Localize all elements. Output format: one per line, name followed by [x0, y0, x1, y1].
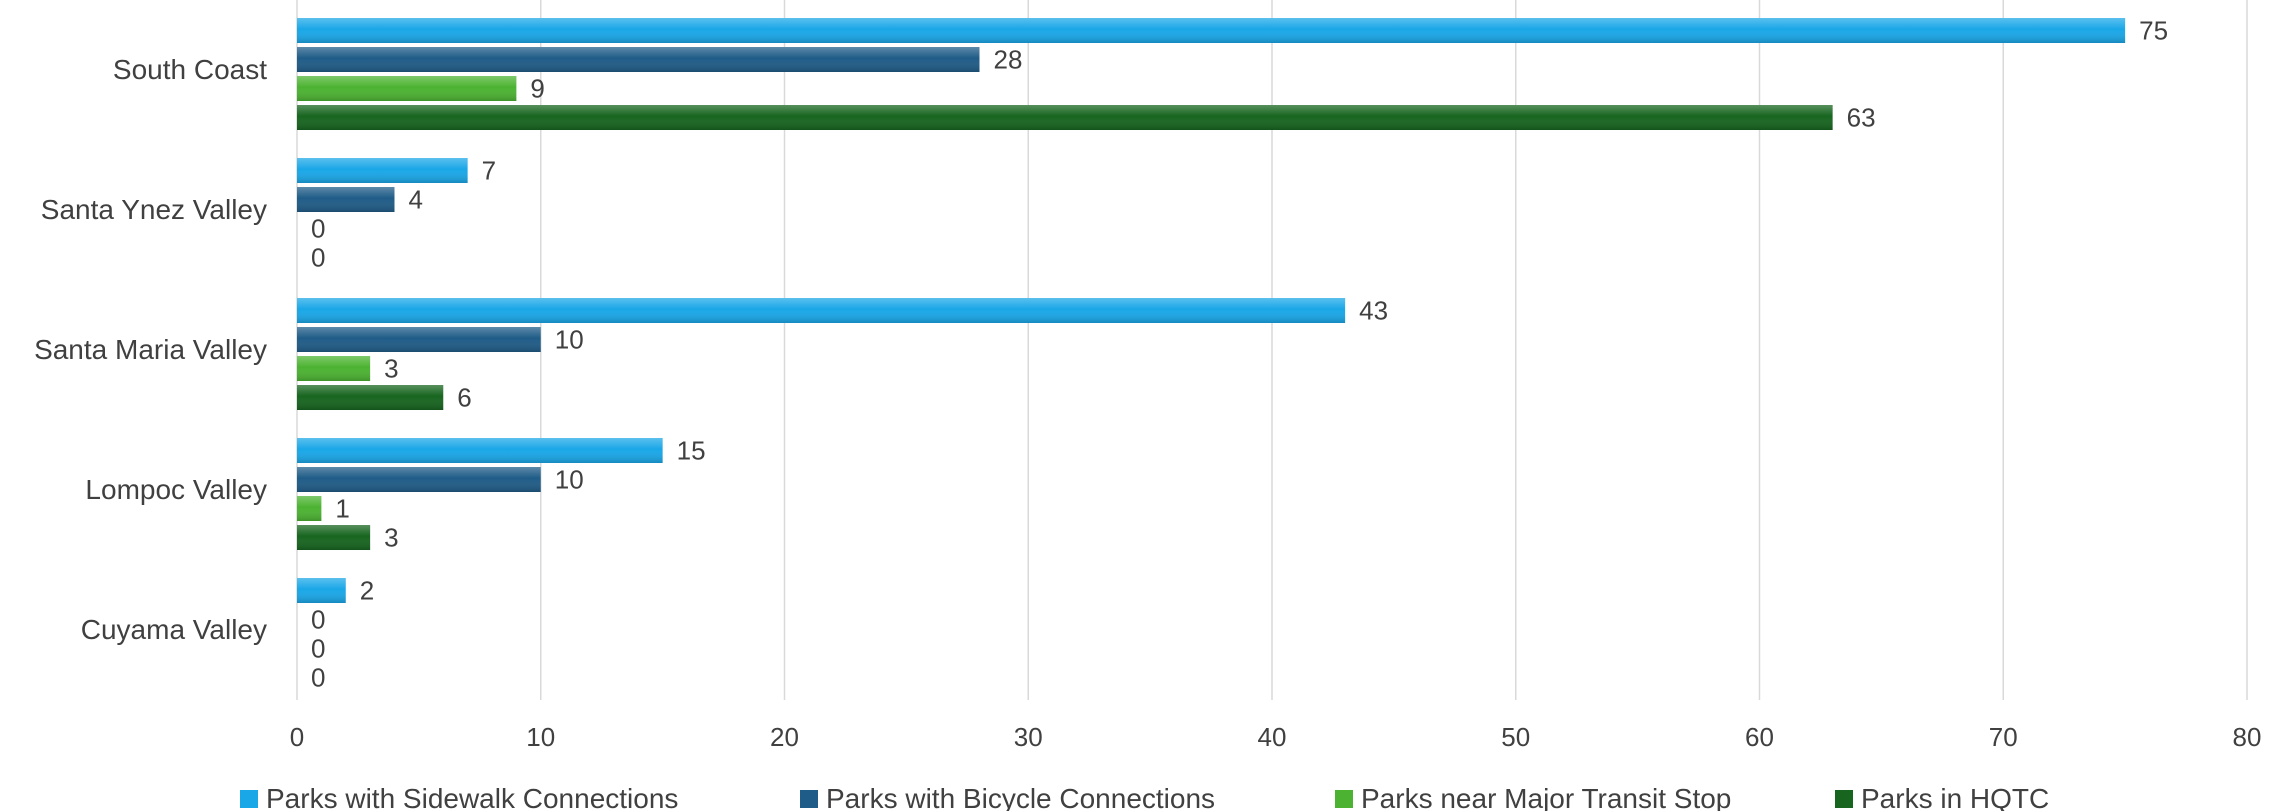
category-label-lompoc-valley: Lompoc Valley	[85, 474, 267, 505]
bar-santa-ynez-valley-parks-with-bicycle-connections	[297, 187, 395, 212]
bar-south-coast-parks-in-hqtc	[297, 105, 1833, 130]
data-label-cuyama-valley-parks-with-sidewalk-connections: 2	[360, 576, 374, 606]
x-tick-label-10: 10	[526, 722, 555, 752]
data-label-lompoc-valley-parks-near-major-transit-stop: 1	[335, 494, 349, 524]
legend: Parks with Sidewalk Connections Parks wit…	[240, 783, 2049, 811]
data-label-lompoc-valley-parks-with-bicycle-connections: 10	[555, 465, 584, 495]
data-label-santa-ynez-valley-parks-with-bicycle-connections: 4	[409, 185, 423, 215]
bar-lompoc-valley-parks-with-bicycle-connections	[297, 467, 541, 492]
value-axis: 0 10 20 30 40 50 60 70 80	[290, 722, 2262, 752]
x-tick-label-60: 60	[1745, 722, 1774, 752]
x-tick-label-70: 70	[1989, 722, 2018, 752]
x-tick-label-80: 80	[2233, 722, 2262, 752]
data-label-cuyama-valley-parks-with-bicycle-connections: 0	[311, 605, 325, 635]
bar-santa-maria-valley-parks-with-sidewalk-connections	[297, 298, 1346, 323]
legend-label: Parks in HQTC	[1861, 783, 2049, 811]
bar-santa-maria-valley-parks-near-major-transit-stop	[297, 356, 371, 381]
legend-item-parks-with-bicycle-connections: Parks with Bicycle Connections	[800, 783, 1215, 811]
data-label-lompoc-valley-parks-with-sidewalk-connections: 15	[677, 436, 706, 466]
legend-swatch	[240, 790, 258, 808]
x-tick-label-50: 50	[1501, 722, 1530, 752]
legend-item-parks-near-major-transit-stop: Parks near Major Transit Stop	[1335, 783, 1731, 811]
bar-cuyama-valley-parks-with-sidewalk-connections	[297, 578, 346, 603]
legend-item-parks-in-hqtc: Parks in HQTC	[1835, 783, 2049, 811]
category-axis: South Coast Santa Ynez Valley Santa Maria …	[34, 54, 267, 645]
legend-swatch	[1835, 790, 1853, 808]
data-label-cuyama-valley-parks-in-hqtc: 0	[311, 663, 325, 693]
bar-lompoc-valley-parks-in-hqtc	[297, 525, 371, 550]
bar-santa-maria-valley-parks-with-bicycle-connections	[297, 327, 541, 352]
data-label-south-coast-parks-with-bicycle-connections: 28	[994, 45, 1023, 75]
legend-label: Parks with Sidewalk Connections	[266, 783, 678, 811]
bar-lompoc-valley-parks-with-sidewalk-connections	[297, 438, 663, 463]
x-tick-label-0: 0	[290, 722, 304, 752]
data-label-south-coast-parks-with-sidewalk-connections: 75	[2139, 16, 2168, 46]
category-label-cuyama-valley: Cuyama Valley	[81, 614, 267, 645]
bar-south-coast-parks-near-major-transit-stop	[297, 76, 517, 101]
data-label-south-coast-parks-in-hqtc: 63	[1847, 103, 1876, 133]
data-label-santa-ynez-valley-parks-in-hqtc: 0	[311, 243, 325, 273]
data-label-south-coast-parks-near-major-transit-stop: 9	[530, 74, 544, 104]
bar-santa-maria-valley-parks-in-hqtc	[297, 385, 444, 410]
data-label-santa-maria-valley-parks-with-sidewalk-connections: 43	[1359, 296, 1388, 326]
bar-lompoc-valley-parks-near-major-transit-stop	[297, 496, 322, 521]
data-label-santa-ynez-valley-parks-with-sidewalk-connections: 7	[482, 156, 496, 186]
x-tick-label-20: 20	[770, 722, 799, 752]
legend-label: Parks near Major Transit Stop	[1361, 783, 1731, 811]
legend-label: Parks with Bicycle Connections	[826, 783, 1215, 811]
bar-south-coast-parks-with-sidewalk-connections	[297, 18, 2126, 43]
x-tick-label-40: 40	[1258, 722, 1287, 752]
bar-south-coast-parks-with-bicycle-connections	[297, 47, 980, 72]
category-label-santa-ynez-valley: Santa Ynez Valley	[41, 194, 267, 225]
x-tick-label-30: 30	[1014, 722, 1043, 752]
data-label-santa-maria-valley-parks-with-bicycle-connections: 10	[555, 325, 584, 355]
legend-swatch	[1335, 790, 1353, 808]
bar-santa-ynez-valley-parks-with-sidewalk-connections	[297, 158, 468, 183]
legend-swatch	[800, 790, 818, 808]
data-label-lompoc-valley-parks-in-hqtc: 3	[384, 523, 398, 553]
data-label-cuyama-valley-parks-near-major-transit-stop: 0	[311, 634, 325, 664]
bars	[297, 18, 2126, 603]
legend-item-parks-with-sidewalk-connections: Parks with Sidewalk Connections	[240, 783, 678, 811]
data-label-santa-maria-valley-parks-near-major-transit-stop: 3	[384, 354, 398, 384]
data-label-santa-ynez-valley-parks-near-major-transit-stop: 0	[311, 214, 325, 244]
data-label-santa-maria-valley-parks-in-hqtc: 6	[457, 383, 471, 413]
category-label-santa-maria-valley: Santa Maria Valley	[34, 334, 267, 365]
category-label-south-coast: South Coast	[113, 54, 267, 85]
